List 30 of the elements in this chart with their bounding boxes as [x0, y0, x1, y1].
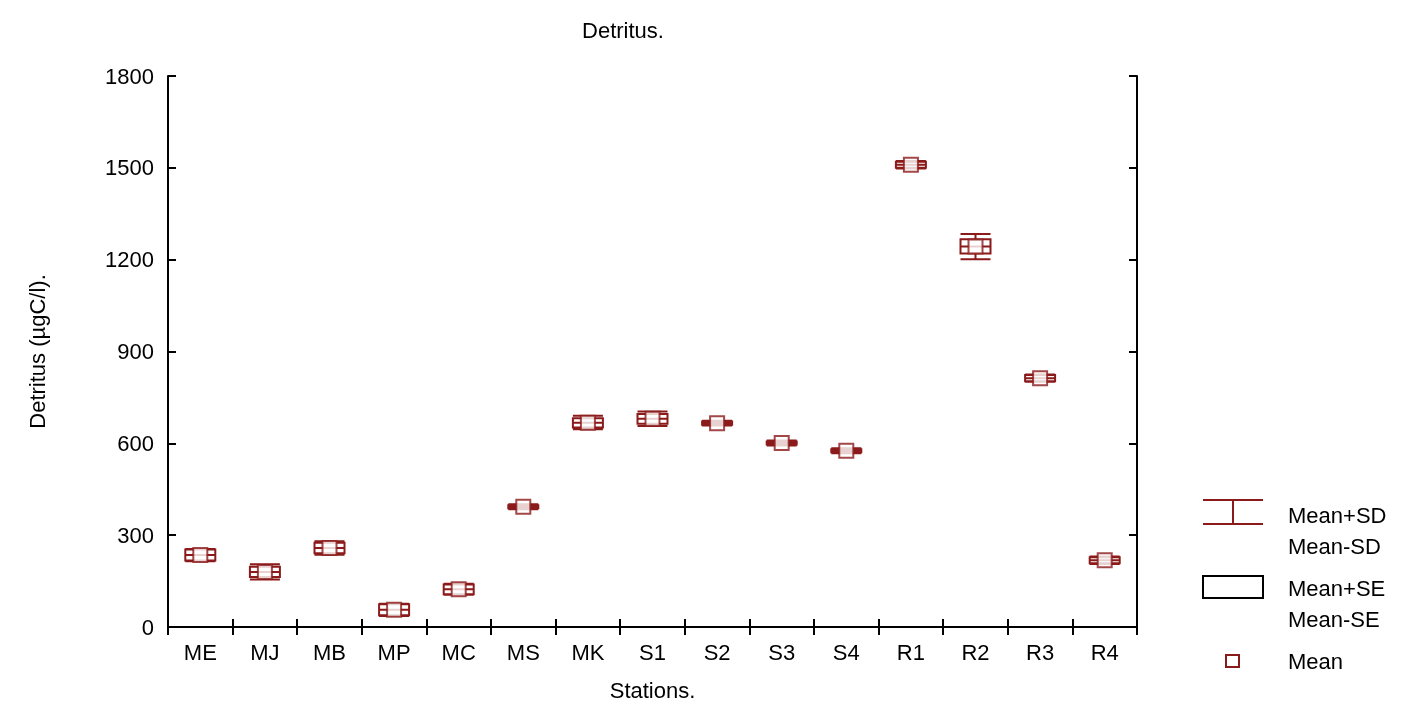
x-tick-label: MB — [313, 639, 346, 665]
y-tick-label: 1200 — [105, 247, 154, 273]
text: Mean-SE — [1288, 606, 1380, 632]
y-tick-label: 1500 — [105, 155, 154, 181]
x-tick-label: S4 — [832, 639, 860, 665]
x-tick-label: R1 — [896, 639, 925, 665]
y-tick-label: 900 — [117, 339, 154, 364]
text: Mean+SD — [1288, 502, 1387, 528]
x-axis-title: Stations. — [609, 677, 696, 703]
y-tick-label: 600 — [117, 430, 154, 456]
text: Mean+SE — [1288, 575, 1386, 601]
x-tick-label: S3 — [768, 639, 796, 665]
x-tick-label: R4 — [1090, 639, 1119, 665]
x-tick-label: MJ — [250, 639, 280, 665]
x-tick-label: S2 — [703, 639, 731, 665]
x-tick-label: MK — [571, 639, 605, 665]
x-tick-label: MP — [377, 639, 411, 665]
x-tick-label: R2 — [961, 639, 990, 665]
text: Mean-SD — [1288, 533, 1381, 559]
x-tick-label: ME — [183, 639, 217, 665]
y-tick-label: 0 — [141, 614, 154, 640]
x-tick-label: MC — [441, 639, 476, 665]
y-tick-label: 1800 — [105, 63, 154, 89]
x-tick-label: MS — [506, 639, 540, 665]
x-tick-label: R3 — [1026, 639, 1055, 665]
y-tick-label: 300 — [117, 522, 154, 548]
text: Mean — [1288, 648, 1344, 674]
x-tick-label: S1 — [639, 639, 666, 665]
y-axis-title: Detritus (µgC/l). — [24, 274, 50, 429]
chart-title: Detritus. — [582, 17, 664, 43]
